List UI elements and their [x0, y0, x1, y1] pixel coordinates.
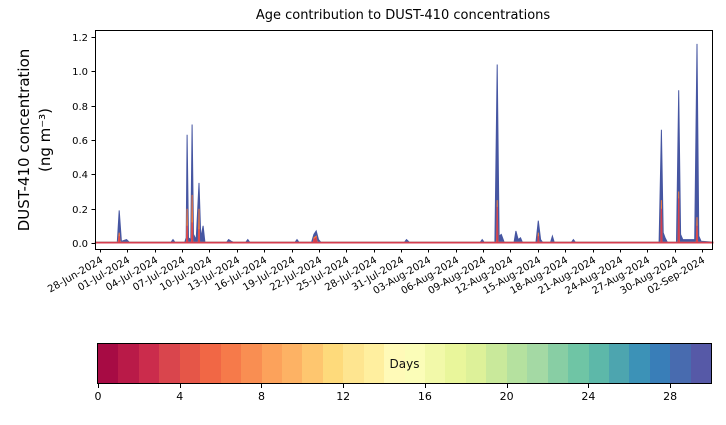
colorbar-segment [118, 344, 139, 383]
colorbar-tick [588, 384, 590, 388]
colorbar-segment [363, 344, 385, 383]
colorbar-tick [343, 384, 345, 388]
colorbar-segment [343, 344, 364, 383]
colorbar-tick-label: 20 [499, 390, 514, 403]
colorbar-tick-label: 0 [94, 390, 102, 403]
series-area-old-age-contribution [94, 43, 714, 244]
colorbar-segment [486, 344, 507, 383]
axes-spines [95, 30, 713, 250]
colorbar-segment [220, 344, 242, 383]
colorbar-tick-label: 12 [336, 390, 351, 403]
chart-title: Age contribution to DUST-410 concentrati… [256, 8, 551, 23]
colorbar-segment [649, 344, 671, 383]
colorbar-tick [424, 384, 426, 388]
y-tick-label: 1.2 [72, 33, 88, 44]
colorbar-segment [159, 344, 180, 383]
colorbar-segment [241, 344, 262, 383]
series-layer [94, 43, 714, 244]
colorbar-segment [138, 344, 160, 383]
colorbar-tick [179, 384, 181, 388]
colorbar-segment [527, 344, 548, 383]
y-tick-label: 0.8 [72, 102, 88, 113]
colorbar-segment [670, 344, 691, 383]
y-tick-label: 0.0 [72, 239, 88, 250]
y-tick-label: 0.6 [72, 136, 88, 147]
y-tick-label: 0.4 [72, 170, 88, 181]
colorbar-tick-label: 28 [663, 390, 678, 403]
colorbar-segment [200, 344, 221, 383]
colorbar: Days [97, 343, 712, 384]
colorbar-segment [322, 344, 344, 383]
colorbar-tick [261, 384, 263, 388]
colorbar-segment [690, 344, 712, 383]
colorbar-segment [281, 344, 303, 383]
colorbar-segment [302, 344, 323, 383]
colorbar-segment [506, 344, 528, 383]
colorbar-segment [445, 344, 466, 383]
colorbar-tick [98, 384, 99, 388]
colorbar-segment [547, 344, 569, 383]
y-tick-label: 1.0 [72, 67, 88, 78]
colorbar-segment [568, 344, 589, 383]
axes-layer: 0.00.20.40.60.81.01.228-Jun-202401-Jul-2… [46, 30, 713, 297]
line-plot: 0.00.20.40.60.81.01.228-Jun-202401-Jul-2… [46, 8, 714, 297]
colorbar-ticks: 0 4 8 12 16 20 24 28 [94, 384, 711, 414]
colorbar-segment [608, 344, 630, 383]
colorbar-tick [670, 384, 672, 388]
colorbar-tick-label: 24 [581, 390, 596, 403]
colorbar-segment [404, 344, 425, 383]
colorbar-segment [588, 344, 609, 383]
colorbar-tick-label: 4 [176, 390, 184, 403]
colorbar-segment [465, 344, 487, 383]
colorbar-segment [261, 344, 282, 383]
y-tick-label: 0.2 [72, 205, 88, 216]
colorbar-segment [629, 344, 650, 383]
colorbar-tick-label: 16 [417, 390, 432, 403]
colorbar-tick [506, 384, 508, 388]
colorbar-segment [425, 344, 446, 383]
colorbar-segment [98, 344, 119, 383]
colorbar-segment [384, 344, 405, 383]
series-area-young-age-contribution [94, 198, 714, 244]
colorbar-segment [179, 344, 201, 383]
colorbar-tick-label: 8 [257, 390, 265, 403]
